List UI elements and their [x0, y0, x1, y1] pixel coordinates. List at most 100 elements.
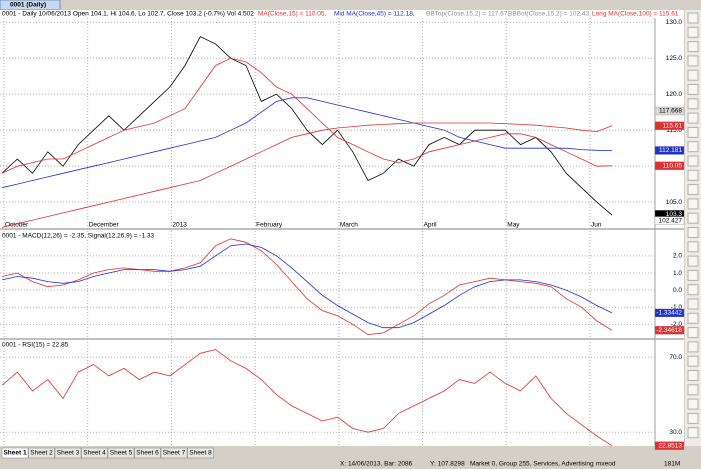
- tool-button[interactable]: [687, 26, 699, 38]
- tool-button[interactable]: [687, 12, 699, 24]
- value-tag: [654, 216, 685, 225]
- header-ma45: Mid MA(Close,45) = 112.18,: [334, 11, 415, 18]
- sheet-tab-label: Sheet 7: [163, 450, 186, 457]
- tool-button[interactable]: [687, 398, 699, 410]
- value-tag-label: 117.668: [659, 108, 682, 115]
- tool-button[interactable]: [687, 384, 699, 396]
- sheet-tab-label: Sheet 5: [110, 450, 133, 457]
- series-line: [1, 349, 613, 447]
- tool-button[interactable]: [687, 284, 699, 296]
- value-tag: [654, 146, 685, 155]
- y-tick-label: 115.0: [666, 127, 682, 134]
- sheet-tab[interactable]: [81, 447, 108, 459]
- value-tag-label: 102.427: [659, 217, 683, 224]
- macd-title: 0001 - MACD(12,26) = -2.35, Signal(12,26…: [2, 233, 154, 240]
- y-tick-label: 0.0: [673, 287, 682, 294]
- y-tick-label: 125.0: [666, 55, 683, 62]
- sheet-tab-label: Sheet 2: [30, 450, 53, 457]
- tool-button[interactable]: [687, 327, 699, 339]
- header-bbtop: BBTop(Close,15,2) = 117.67,: [426, 11, 509, 18]
- tool-button[interactable]: [687, 298, 699, 310]
- value-tag: [654, 161, 685, 170]
- value-tag-label: 112.181: [659, 147, 682, 154]
- sheet-tab[interactable]: [54, 447, 82, 459]
- tool-button[interactable]: [687, 155, 699, 167]
- tool-button[interactable]: [687, 84, 699, 95]
- tool-button[interactable]: [687, 98, 699, 110]
- tool-button[interactable]: [687, 141, 699, 153]
- series-line: [1, 243, 613, 329]
- tool-button[interactable]: [687, 55, 699, 67]
- status-x: X: 14/06/2013, Bar: 2086: [340, 461, 413, 468]
- header-ma100: Long MA(Close,100) = 115.61: [592, 11, 679, 18]
- tool-button[interactable]: [687, 355, 699, 367]
- tool-button[interactable]: [687, 69, 699, 81]
- sheet-tab[interactable]: [160, 447, 188, 459]
- y-tick-label: 2.0: [673, 253, 682, 260]
- value-tag-label: 103.3: [666, 211, 683, 218]
- y-tick-label: 105.0: [666, 199, 683, 206]
- tool-button[interactable]: [687, 269, 699, 281]
- rsi-title: 0001 - RSI(15) = 22.85: [2, 342, 69, 349]
- value-tag-label: 110.05: [663, 163, 683, 170]
- status-market: Market 0, Group 255, Services, Advertisi…: [470, 461, 594, 468]
- y-tick-label: 130.0: [666, 19, 683, 26]
- y-tick-label: 120.0: [666, 91, 683, 98]
- x-tick-label: 2013: [172, 222, 187, 229]
- chart-tab-label: 0001 (Daily): [10, 2, 46, 9]
- y-tick-label: -1.0: [671, 304, 683, 311]
- value-tag: [654, 441, 685, 450]
- status-y: Y: 107.8298: [430, 461, 465, 468]
- y-tick-label: -2.0: [671, 321, 683, 328]
- tool-button[interactable]: [687, 427, 699, 439]
- value-tag: [654, 121, 685, 130]
- tool-button[interactable]: [687, 412, 699, 424]
- tool-button[interactable]: [687, 112, 699, 124]
- x-tick-label: February: [256, 222, 283, 229]
- series-line: [1, 97, 613, 189]
- x-tick-label: March: [340, 222, 358, 229]
- sheet-tab-label: Sheet 4: [83, 450, 106, 457]
- y-tick-label: 1.0: [673, 270, 682, 277]
- value-tag-label: -1.33442: [656, 310, 682, 317]
- tool-button[interactable]: [687, 241, 699, 253]
- sheet-tab[interactable]: [187, 447, 214, 459]
- tool-button[interactable]: [687, 184, 699, 196]
- tool-button[interactable]: [687, 169, 699, 181]
- status-mem: 181M: [664, 461, 680, 468]
- x-tick-label: Jun: [591, 222, 602, 229]
- tool-button[interactable]: [687, 198, 699, 210]
- header-bbbot: BBBot(Close,15,2) = 102.43,: [508, 11, 591, 18]
- value-tag: [654, 106, 685, 116]
- tool-button[interactable]: [687, 212, 699, 224]
- value-tag: [654, 326, 685, 335]
- sheet-tab-label: Sheet 1: [3, 450, 27, 457]
- sheet-tab[interactable]: [134, 447, 161, 459]
- tool-button[interactable]: [687, 255, 699, 267]
- tool-button[interactable]: [687, 41, 699, 53]
- tool-button[interactable]: [687, 370, 699, 381]
- status-db: mxeod: [596, 461, 616, 468]
- x-tick-label: May: [507, 222, 520, 229]
- tool-button[interactable]: [687, 126, 699, 138]
- sheet-tab[interactable]: [1, 447, 29, 459]
- sheet-tab-label: Sheet 8: [189, 450, 212, 457]
- tool-button[interactable]: [687, 341, 699, 353]
- series-line: [1, 36, 613, 216]
- sheet-tab-label: Sheet 3: [57, 450, 80, 457]
- series-line: [1, 238, 613, 336]
- header-info: 0001 - Daily 10/06/2013 Open 104.1, Hi 1…: [2, 11, 254, 18]
- series-line: [1, 57, 613, 174]
- tool-button[interactable]: [687, 312, 699, 324]
- tool-button[interactable]: [687, 227, 699, 238]
- y-tick-label: 70.0: [669, 354, 682, 361]
- value-tag-label: 115.61: [663, 123, 683, 130]
- value-tag: [654, 308, 685, 318]
- x-tick-label: October: [5, 222, 29, 229]
- sheet-tab[interactable]: [107, 447, 135, 459]
- value-tag-label: 22.8513: [659, 442, 683, 449]
- x-tick-label: April: [424, 222, 438, 229]
- sheet-tab[interactable]: [28, 447, 55, 459]
- sheet-tab-label: Sheet 6: [136, 450, 159, 457]
